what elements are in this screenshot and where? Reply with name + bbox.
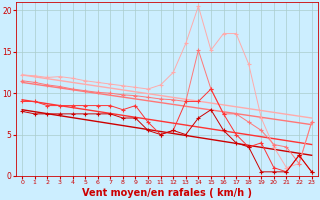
X-axis label: Vent moyen/en rafales ( km/h ): Vent moyen/en rafales ( km/h ) <box>82 188 252 198</box>
